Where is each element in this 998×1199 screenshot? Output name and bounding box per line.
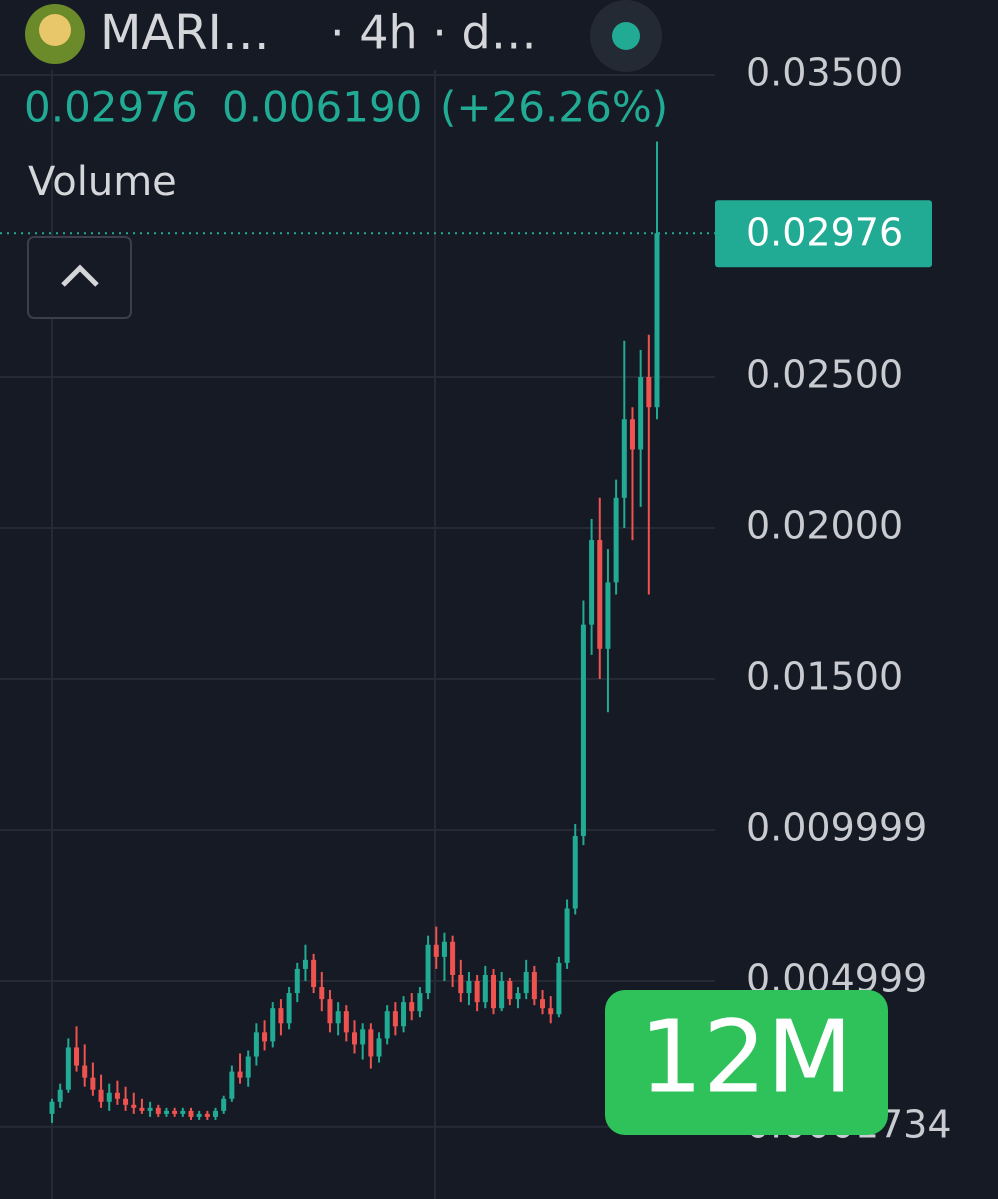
candle-body (572, 836, 578, 909)
symbol: MARI… (100, 5, 270, 61)
y-tick-label: 0.02000 (746, 504, 903, 548)
candle-body (531, 971, 537, 1000)
y-tick-label: 0.009999 (746, 806, 927, 850)
candle-body (499, 981, 505, 1009)
candle-body (335, 1011, 341, 1024)
candle-body (441, 941, 447, 957)
candle-body (286, 993, 292, 1024)
candle-body (163, 1110, 169, 1114)
candle-body (621, 419, 627, 498)
candle-body (253, 1032, 259, 1057)
candle-body (605, 582, 611, 649)
candle-body (352, 1032, 357, 1045)
candle-body (65, 1047, 71, 1090)
candle-body (180, 1110, 186, 1114)
candle-body (556, 962, 562, 1015)
indicator-label: Volume (28, 159, 177, 205)
candle-body (82, 1065, 88, 1078)
candle-body (74, 1047, 80, 1066)
chevron-icon (61, 264, 99, 287)
candle-body (360, 1029, 366, 1045)
candle-body (139, 1107, 145, 1111)
candle-body (319, 987, 325, 1000)
candle-body (482, 974, 488, 1003)
candle-body (147, 1107, 153, 1111)
candle-body (589, 540, 595, 625)
candle-body (474, 981, 480, 1003)
candle-body (155, 1107, 161, 1114)
y-tick-label: 0.01500 (746, 655, 903, 699)
candle-body (245, 1056, 251, 1078)
candle-body (638, 377, 644, 450)
candle-body (629, 419, 635, 450)
candle-body (523, 971, 529, 994)
candle-body (213, 1110, 219, 1117)
candle-body (270, 1008, 276, 1042)
candle-body (646, 377, 652, 408)
status-dot (612, 22, 640, 50)
candle-body (433, 944, 439, 957)
candle-body (311, 959, 317, 988)
candle-body (106, 1092, 112, 1102)
candle-body (548, 1008, 554, 1015)
candle-body (172, 1110, 178, 1114)
candle-body (425, 944, 431, 994)
candle-body (131, 1104, 137, 1108)
candle-body (515, 993, 521, 1000)
candle-body (466, 981, 472, 994)
header-price: 0.02976 (24, 83, 198, 132)
header-change-pct: (+26.26%) (440, 83, 668, 132)
candle-body (401, 1002, 407, 1027)
candle-body (49, 1101, 55, 1114)
candle-body (613, 497, 619, 583)
candle-body (188, 1110, 194, 1117)
candle-body (376, 1038, 382, 1057)
candle-body (507, 981, 513, 1000)
candle-body (278, 1008, 284, 1024)
grid-group (0, 74, 715, 1128)
candle-body (327, 999, 333, 1024)
candle-body (450, 941, 456, 975)
candle-body (654, 233, 660, 408)
y-tick-label: 0.02500 (746, 353, 903, 397)
candle-body (237, 1071, 243, 1078)
candle-body (540, 999, 546, 1009)
candle-body (580, 624, 586, 837)
candle-body (597, 540, 603, 649)
badge-text: 12M (639, 998, 853, 1115)
candle-body (417, 993, 423, 1012)
avatar-face (39, 14, 71, 46)
candle-body (392, 1011, 398, 1027)
candle-body (57, 1089, 63, 1102)
last-price-box (715, 200, 932, 268)
candle-body (123, 1098, 129, 1105)
candle-body (490, 974, 496, 1009)
candle-body (294, 968, 300, 994)
candle-body (458, 974, 464, 994)
candle-body (196, 1113, 202, 1117)
candles (49, 141, 660, 1123)
candle-body (114, 1092, 120, 1099)
y-tick-label: 0.03500 (746, 51, 903, 95)
candle-body (90, 1077, 96, 1090)
candle-body (343, 1011, 349, 1033)
candle-body (384, 1011, 390, 1039)
candle-body (564, 908, 570, 963)
candle-body (262, 1032, 268, 1042)
candle-body (221, 1098, 227, 1111)
candle-body (98, 1089, 104, 1102)
interval: · 4h · d… (330, 6, 537, 60)
candle-body (204, 1113, 210, 1117)
candle-body (409, 1002, 415, 1012)
last-price-label: 0.02976 (746, 211, 903, 255)
collapse-button[interactable] (27, 236, 132, 319)
badge (605, 990, 888, 1135)
candle-body (302, 959, 308, 969)
candle-body (368, 1029, 374, 1057)
candle-body (229, 1071, 235, 1099)
header-change: 0.006190 (222, 83, 422, 132)
